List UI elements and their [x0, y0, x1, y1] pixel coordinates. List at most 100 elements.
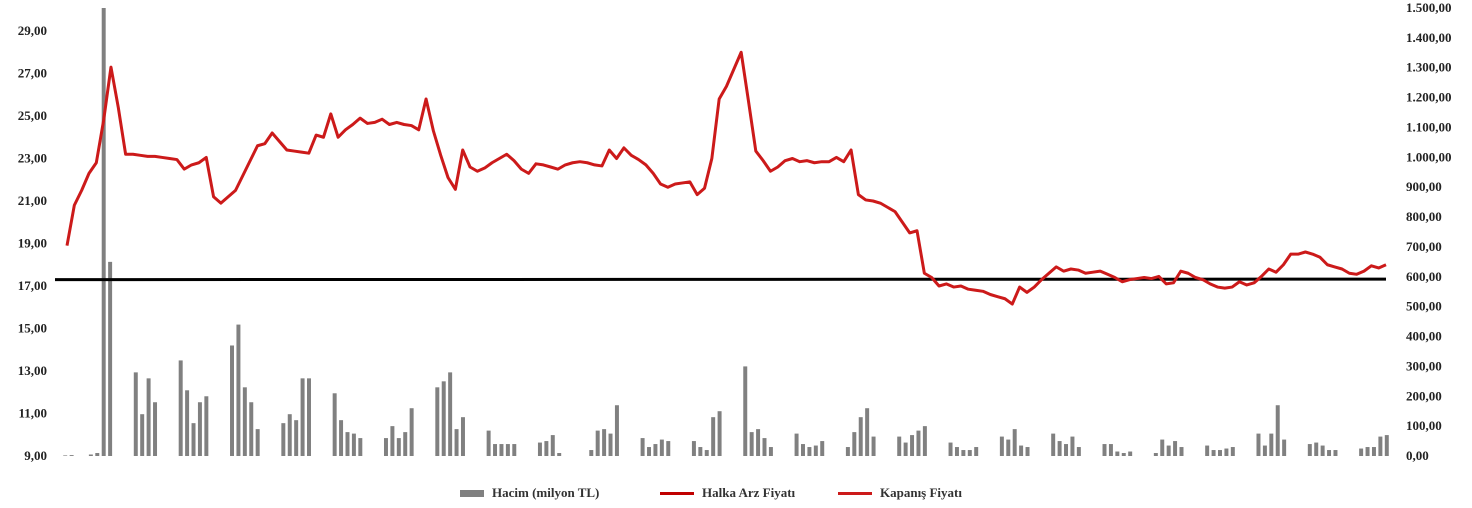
- volume-bar: [537, 442, 542, 456]
- volume-bar: [255, 429, 260, 456]
- volume-bar: [999, 436, 1004, 456]
- right-axis-tick-label: 400,00: [1406, 329, 1442, 344]
- volume-bar: [557, 453, 562, 456]
- volume-bar: [486, 430, 491, 456]
- left-axis-tick-label: 19,00: [18, 236, 47, 251]
- legend-swatch-ipo-price: [660, 491, 694, 495]
- volume-bar: [647, 447, 652, 456]
- legend-label-close-price: Kapanış Fiyatı: [880, 485, 962, 500]
- volume-bar: [961, 450, 966, 456]
- volume-bar: [608, 433, 613, 456]
- volume-bar: [1108, 444, 1113, 456]
- volume-bar: [858, 417, 863, 456]
- volume-bar: [1262, 445, 1267, 456]
- volume-bar: [1378, 436, 1383, 456]
- volume-bar: [1070, 436, 1075, 456]
- volume-bar: [460, 417, 465, 456]
- volume-bar: [1173, 441, 1178, 456]
- left-axis-tick-label: 9,00: [24, 448, 47, 463]
- volume-bar: [711, 417, 716, 456]
- volume-bar: [153, 402, 158, 456]
- volume-bar: [108, 261, 113, 456]
- volume-bar: [101, 8, 106, 456]
- volume-bar: [390, 426, 395, 456]
- volume-bar: [307, 378, 311, 456]
- volume-bar: [743, 366, 748, 456]
- volume-bar: [1224, 448, 1229, 456]
- volume-bar: [903, 442, 908, 456]
- volume-bar: [602, 429, 607, 456]
- volume-bar: [1218, 450, 1222, 456]
- volume-bar: [435, 387, 440, 456]
- chart-svg: 29,00 27,00 25,00 23,00 21,00 19,00 17,00 15,00…: [18, 0, 1452, 463]
- volume-bar: [756, 429, 761, 456]
- legend-label-volume: Hacim (milyon TL): [492, 485, 600, 500]
- volume-bar: [614, 405, 619, 456]
- legend-item-ipo-price: Halka Arz Fiyatı: [660, 481, 795, 505]
- volume-bar: [1256, 433, 1261, 456]
- right-axis-tick-label: 200,00: [1406, 388, 1442, 403]
- volume-bar: [236, 324, 241, 456]
- volume-bar: [1121, 453, 1126, 456]
- volume-bar: [768, 447, 773, 456]
- volume-bar: [1102, 444, 1107, 456]
- volume-bar: [1205, 445, 1210, 456]
- left-axis-tick-label: 27,00: [18, 66, 47, 81]
- volume-bar: [922, 426, 927, 456]
- volume-bar: [1179, 447, 1184, 456]
- volume-bar: [1006, 439, 1011, 456]
- volume-bar: [1307, 444, 1312, 456]
- price-lines: [54, 50, 1387, 306]
- volume-bar: [640, 438, 645, 456]
- volume-bar: [230, 345, 234, 456]
- right-axis-tick-label: 1.400,00: [1406, 30, 1452, 45]
- volume-bar: [95, 453, 100, 456]
- volume-bar: [948, 442, 953, 456]
- volume-bar: [403, 432, 408, 456]
- right-axis-ticks: 1.500,00 1.400,00 1.300,00 1.200,00 1.100,00…: [1406, 0, 1452, 463]
- volume-bar: [865, 408, 870, 456]
- right-axis-tick-label: 800,00: [1406, 209, 1442, 224]
- volume-bar: [1051, 433, 1056, 456]
- legend-swatch-volume: [460, 489, 484, 497]
- legend-item-close-price: Kapanış Fiyatı: [838, 481, 962, 505]
- volume-bar: [191, 423, 196, 456]
- volume-bar: [659, 439, 664, 456]
- volume-bar: [653, 444, 658, 456]
- volume-bar: [1064, 444, 1069, 456]
- volume-bar: [954, 447, 959, 456]
- volume-bar: [852, 432, 857, 456]
- volume-bar: [351, 433, 356, 456]
- volume-bar: [339, 420, 344, 456]
- closing-price-line: [65, 50, 1387, 306]
- right-axis-tick-label: 500,00: [1406, 299, 1442, 314]
- right-axis-tick-label: 1.500,00: [1406, 0, 1452, 15]
- volume-bar: [1333, 450, 1338, 456]
- volume-bar: [185, 390, 190, 456]
- volume-bar: [1384, 435, 1389, 456]
- volume-bar: [974, 447, 979, 456]
- volume-bar: [1365, 447, 1370, 456]
- volume-bar: [140, 414, 145, 456]
- volume-bar: [69, 455, 74, 456]
- volume-bar: [1019, 445, 1024, 456]
- volume-bar: [762, 438, 767, 456]
- volume-bar: [1230, 447, 1235, 456]
- volume-bar: [204, 396, 209, 456]
- volume-bar: [704, 450, 709, 456]
- volume-bar: [916, 430, 921, 456]
- volume-bar: [63, 455, 68, 456]
- volume-bar: [454, 429, 459, 456]
- volume-bar: [1076, 447, 1081, 456]
- volume-bar: [717, 411, 722, 456]
- volume-bar: [1128, 451, 1133, 456]
- right-axis-tick-label: 900,00: [1406, 179, 1442, 194]
- left-axis-tick-label: 13,00: [18, 363, 47, 378]
- volume-bar: [396, 438, 401, 456]
- right-axis-tick-label: 0,00: [1406, 448, 1429, 463]
- left-axis-tick-label: 15,00: [18, 321, 47, 336]
- volume-bar: [1327, 450, 1332, 456]
- volume-bar: [1057, 441, 1062, 456]
- volume-bar: [1314, 442, 1319, 456]
- volume-bar: [332, 393, 337, 456]
